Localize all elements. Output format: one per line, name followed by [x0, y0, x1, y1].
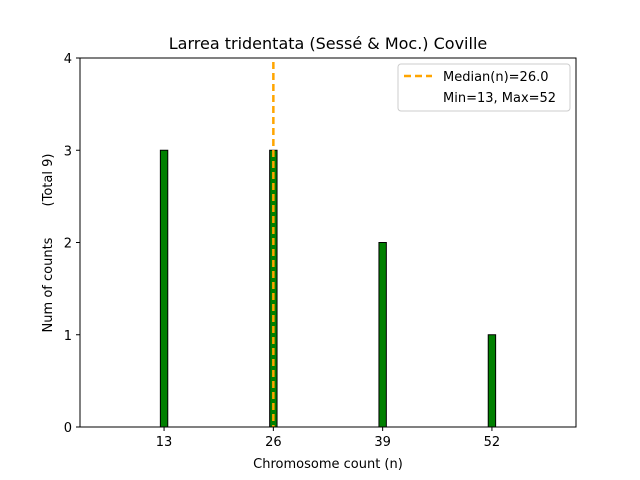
x-tick-label-13: 13	[156, 435, 173, 450]
y-axis-label: Num of counts	[41, 237, 56, 332]
bars-group	[159, 149, 497, 428]
y-tick-label-4: 4	[64, 52, 72, 67]
legend-median-label: Median(n)=26.0	[443, 70, 549, 85]
x-tick-label-39: 39	[374, 435, 391, 450]
y-tick-label-1: 1	[64, 329, 72, 344]
legend-minmax-label: Min=13, Max=52	[443, 91, 556, 106]
bar-52	[487, 334, 497, 428]
bar-13	[159, 149, 169, 428]
y-tick-label-3: 3	[64, 144, 72, 159]
y-tick-label-0: 0	[64, 421, 72, 436]
x-axis-label: Chromosome count (n)	[253, 457, 403, 472]
x-tick-label-26: 26	[265, 435, 282, 450]
chart-title: Larrea tridentata (Sessé & Moc.) Coville	[169, 34, 487, 53]
x-ticks: 13 26 39 52	[156, 427, 500, 450]
bar-39	[378, 242, 387, 428]
y-ticks: 0 1 2 3 4	[64, 52, 80, 436]
legend: Median(n)=26.0 Min=13, Max=52	[397, 63, 571, 112]
plot-frame	[79, 57, 577, 428]
x-tick-label-52: 52	[484, 435, 501, 450]
legend-box	[397, 63, 571, 112]
y-axis-total-label: (Total 9)	[41, 154, 56, 207]
y-tick-label-2: 2	[64, 237, 72, 252]
